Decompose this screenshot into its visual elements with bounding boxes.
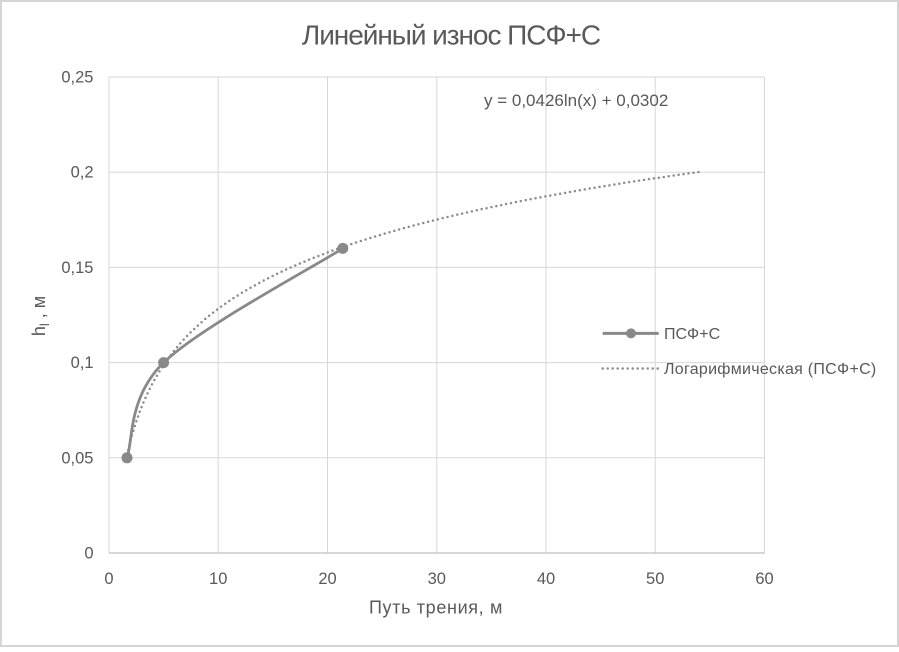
svg-text:50: 50	[646, 570, 664, 588]
svg-text:0,25: 0,25	[61, 69, 93, 87]
svg-text:0: 0	[84, 545, 93, 563]
svg-text:ПСФ+С: ПСФ+С	[664, 326, 720, 343]
svg-text:y = 0,0426ln(x) + 0,0302: y = 0,0426ln(x) + 0,0302	[484, 91, 668, 110]
svg-text:40: 40	[537, 570, 555, 588]
svg-text:0,2: 0,2	[71, 164, 94, 182]
svg-text:30: 30	[428, 570, 446, 588]
svg-text:0,1: 0,1	[71, 354, 94, 372]
svg-text:0,15: 0,15	[61, 259, 93, 277]
svg-text:20: 20	[318, 570, 336, 588]
svg-text:0: 0	[104, 570, 113, 588]
svg-text:0,05: 0,05	[61, 449, 93, 467]
svg-text:Линейный износ ПСФ+С: Линейный износ ПСФ+С	[302, 20, 601, 51]
svg-text:Путь трения, м: Путь трения, м	[369, 598, 503, 618]
svg-text:10: 10	[209, 570, 227, 588]
svg-text:60: 60	[755, 570, 773, 588]
svg-text:hl , м: hl , м	[29, 296, 52, 336]
svg-text:Логарифмическая (ПСФ+С): Логарифмическая (ПСФ+С)	[664, 361, 877, 378]
